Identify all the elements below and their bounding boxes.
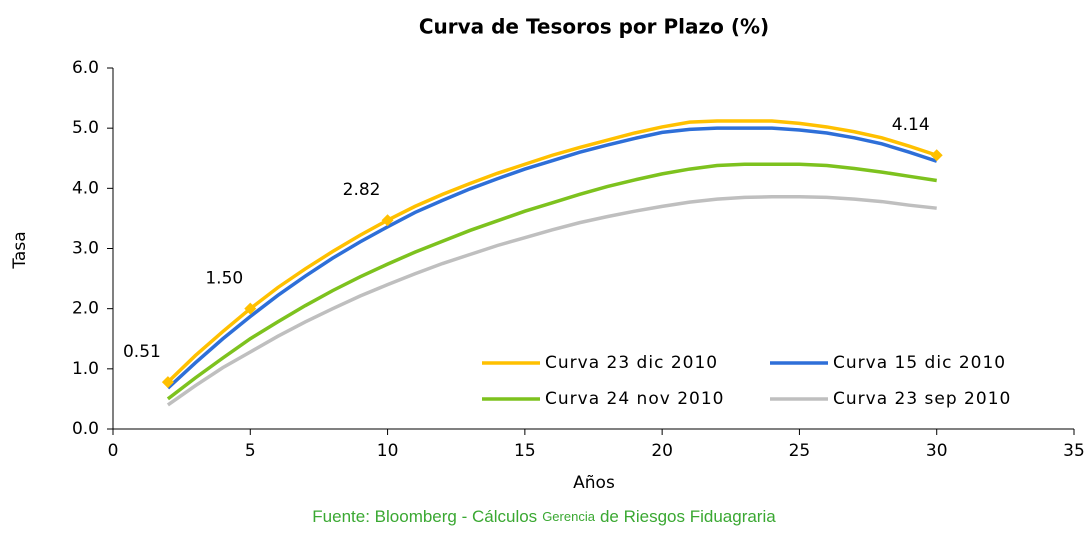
y-tick-label: 0.0 — [72, 419, 99, 439]
x-tick-label: 35 — [1063, 441, 1085, 461]
y-tick-label: 1.0 — [72, 359, 99, 379]
marker — [161, 376, 174, 389]
legend-label: Curva 24 nov 2010 — [545, 389, 724, 409]
series-line — [166, 119, 938, 384]
x-tick-label: 5 — [245, 441, 256, 461]
marker — [381, 214, 394, 227]
data-label: 1.50 — [205, 269, 243, 289]
marker — [930, 149, 943, 162]
series-line — [166, 126, 938, 390]
series-line — [166, 195, 937, 407]
source-part: de Riesgos Fiduagraria — [600, 507, 776, 526]
data-label: 0.51 — [123, 342, 161, 362]
y-axis-title: Tasa — [10, 231, 30, 269]
x-tick-label: 20 — [651, 441, 673, 461]
y-tick-label: 4.0 — [72, 178, 99, 198]
source: Fuente: Bloomberg - Cálculos Gerencia de R… — [312, 507, 776, 526]
data-label: 2.82 — [343, 180, 381, 200]
marker — [244, 302, 257, 315]
y-tick-label: 6.0 — [72, 58, 99, 78]
y-tick-label: 2.0 — [72, 299, 99, 319]
legend-label: Curva 15 dic 2010 — [833, 353, 1006, 373]
x-tick-label: 25 — [789, 441, 811, 461]
legend-label: Curva 23 sep 2010 — [833, 389, 1011, 409]
source-part: Fuente: Bloomberg - Cálculos — [312, 507, 537, 526]
x-tick-label: 10 — [377, 441, 399, 461]
x-axis-title: Años — [573, 473, 615, 493]
x-tick-label: 0 — [108, 441, 119, 461]
source-part: Gerencia — [542, 509, 596, 524]
y-tick-label: 3.0 — [72, 239, 99, 259]
y-tick-label: 5.0 — [72, 118, 99, 138]
data-label: 4.14 — [892, 115, 930, 135]
x-tick-label: 30 — [926, 441, 948, 461]
chart-title: Curva de Tesoros por Plazo (%) — [419, 15, 769, 39]
series-line — [166, 162, 937, 401]
legend-label: Curva 23 dic 2010 — [545, 353, 718, 373]
x-tick-label: 15 — [514, 441, 536, 461]
